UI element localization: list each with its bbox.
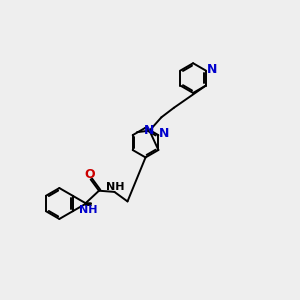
Text: N: N xyxy=(207,63,217,76)
Text: NH: NH xyxy=(106,182,125,192)
Text: O: O xyxy=(85,168,95,181)
Text: N: N xyxy=(144,124,154,137)
Text: NH: NH xyxy=(79,205,97,215)
Text: N: N xyxy=(159,127,170,140)
